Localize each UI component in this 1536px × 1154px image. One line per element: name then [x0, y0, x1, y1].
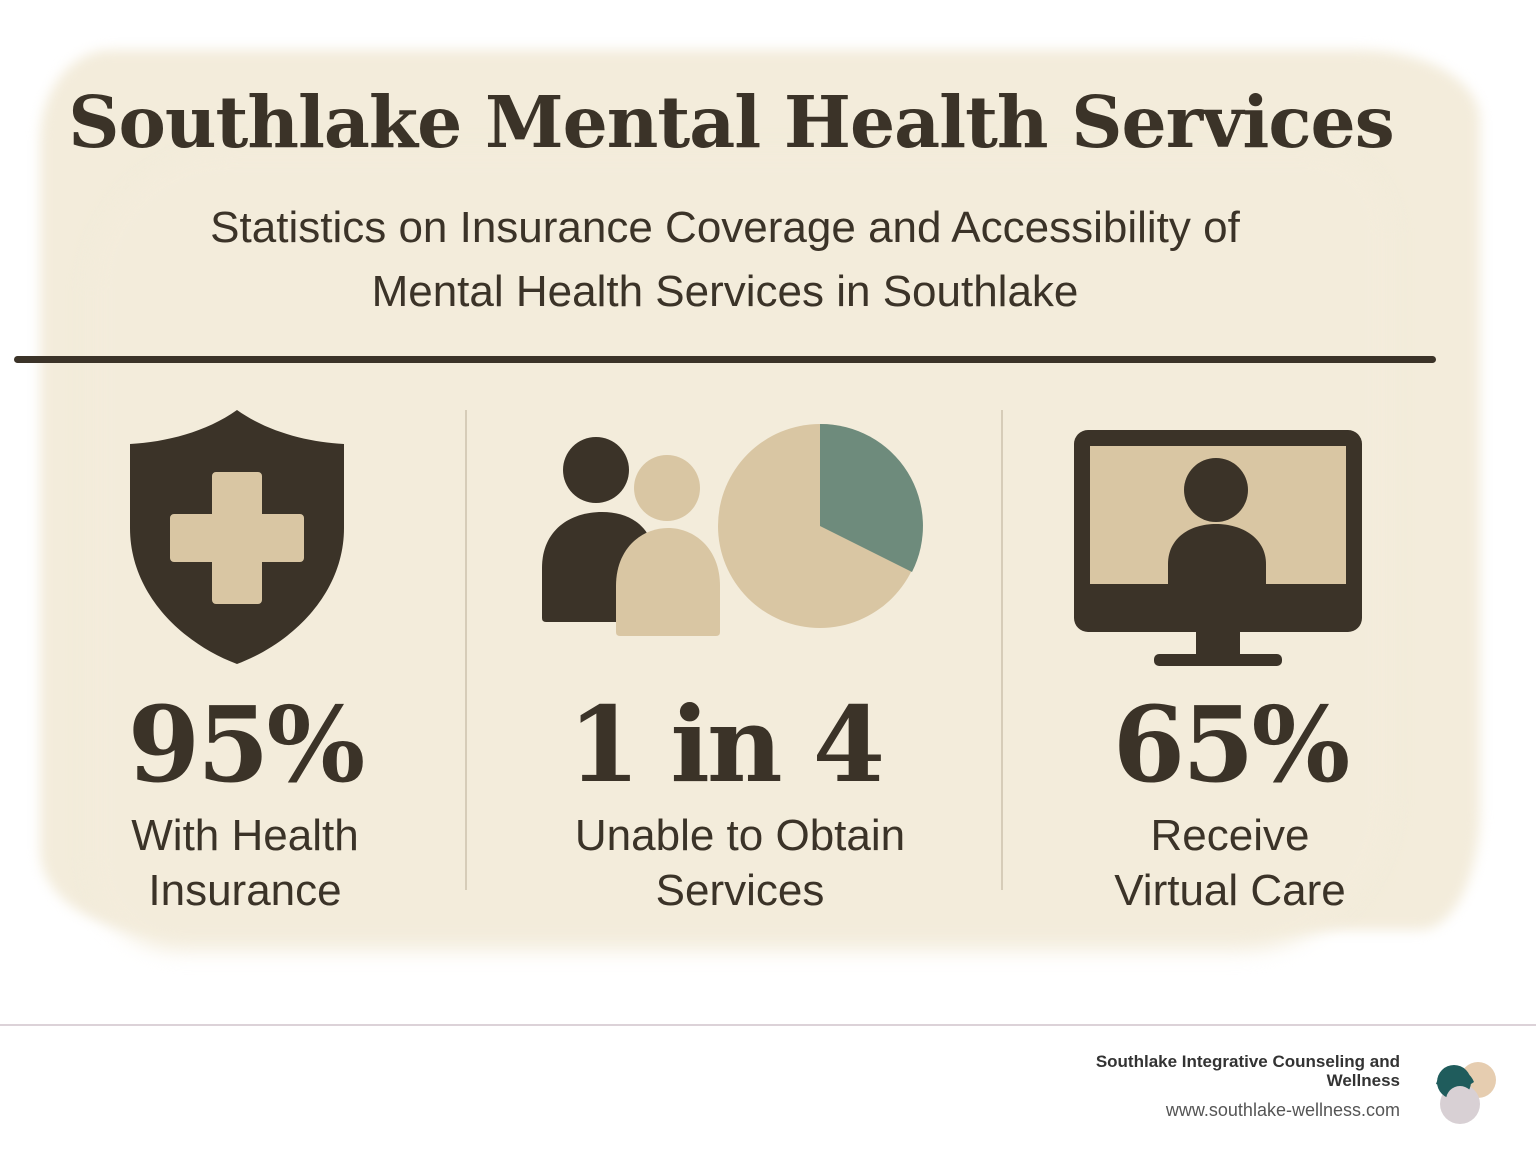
person-light-icon: [616, 455, 720, 636]
stat-label-virtual: Receive Virtual Care: [1040, 808, 1420, 918]
stat-label-insurance-line-1: With Health: [131, 811, 359, 860]
people-pie-icon: [542, 423, 923, 636]
stat-label-access: Unable to Obtain Services: [540, 808, 940, 918]
footer-org-name: Southlake Integrative Counseling and Wel…: [1095, 1052, 1400, 1090]
footer-url[interactable]: www.southlake-wellness.com: [1165, 1100, 1400, 1120]
stat-label-insurance: With Health Insurance: [60, 808, 430, 918]
page-title: Southlake Mental Health Services: [68, 80, 1394, 164]
stat-value-insurance: 95%: [127, 683, 366, 806]
stat-label-access-line-2: Services: [655, 866, 825, 915]
stat-label-access-line-1: Unable to Obtain: [574, 811, 906, 860]
column-divider-1: [465, 410, 467, 890]
header-divider: [14, 356, 1436, 363]
stat-value-virtual: 65%: [1112, 683, 1351, 806]
stat-value-access: 1 in 4: [567, 683, 885, 806]
subtitle-line-2: Mental Health Services in Southlake: [371, 267, 1079, 316]
footer-divider: [0, 1024, 1536, 1026]
page-subtitle: Statistics on Insurance Coverage and Acc…: [150, 196, 1300, 324]
shield-cross-icon: [130, 410, 344, 664]
column-divider-2: [1001, 410, 1003, 890]
stat-label-virtual-line-1: Receive: [1150, 811, 1310, 860]
stat-label-insurance-line-2: Insurance: [148, 866, 342, 915]
pie-chart-icon: [718, 423, 923, 628]
brand-logo-icon: [1436, 1062, 1496, 1124]
monitor-person-icon: [1074, 430, 1362, 666]
stat-label-virtual-line-2: Virtual Care: [1114, 866, 1346, 915]
subtitle-line-1: Statistics on Insurance Coverage and Acc…: [210, 203, 1240, 252]
